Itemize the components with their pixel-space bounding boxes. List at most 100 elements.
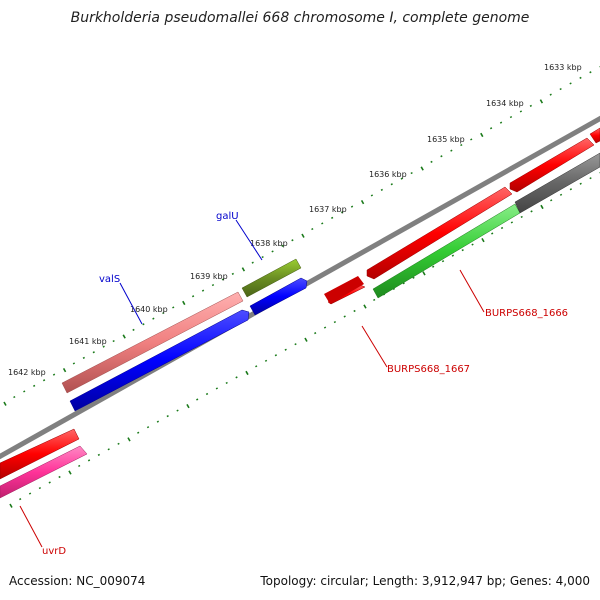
kbp-label-1636: 1636 kbp <box>369 170 407 179</box>
feature-vals[interactable] <box>61 291 244 394</box>
minor-tick <box>87 459 91 462</box>
feature-gray[interactable] <box>514 152 600 214</box>
feature-burps668-1666[interactable] <box>366 186 513 280</box>
minor-tick <box>350 205 354 208</box>
minor-tick <box>13 395 16 399</box>
minor-tick <box>201 289 205 292</box>
minor-tick <box>569 188 573 191</box>
leader-uvrd <box>19 505 43 548</box>
minor-tick <box>142 323 145 326</box>
minor-tick <box>510 221 514 224</box>
gene-label-galu[interactable]: galU <box>216 211 239 222</box>
minor-tick <box>519 110 523 113</box>
major-tick <box>422 271 426 276</box>
minor-tick <box>23 390 26 393</box>
feature-burps668-1667-body[interactable] <box>324 276 364 304</box>
minor-tick <box>491 232 494 235</box>
minor-tick <box>430 160 433 163</box>
minor-tick <box>500 226 504 230</box>
minor-tick <box>211 283 215 287</box>
minor-tick <box>215 387 219 390</box>
minor-tick <box>370 194 374 197</box>
kbp-label-1640: 1640 kbp <box>130 305 168 314</box>
minor-tick <box>271 250 274 253</box>
major-tick <box>127 437 131 442</box>
major-tick <box>360 200 365 205</box>
major-tick <box>301 233 305 238</box>
major-tick <box>62 368 67 373</box>
major-tick <box>245 370 249 376</box>
minor-tick <box>72 362 76 365</box>
major-tick <box>304 337 308 342</box>
minor-tick <box>102 345 105 348</box>
major-tick <box>186 404 190 409</box>
major-tick <box>540 204 544 210</box>
minor-tick <box>42 379 46 382</box>
feature-red-upper-1[interactable] <box>509 137 595 193</box>
leader-burps668-1667 <box>361 325 388 368</box>
minor-tick <box>82 356 85 359</box>
kbp-label-1638: 1638 kbp <box>250 239 288 248</box>
kbp-label-1642: 1642 kbp <box>8 368 46 377</box>
feature-blue-long[interactable] <box>69 309 250 412</box>
kbp-label-1634: 1634 kbp <box>486 99 524 108</box>
minor-tick <box>132 328 135 331</box>
minor-tick <box>321 222 324 225</box>
minor-tick <box>38 486 42 490</box>
gene-label-vals[interactable]: valS <box>99 274 120 285</box>
minor-tick <box>117 442 120 445</box>
kbp-labels: 1633 kbp 1634 kbp 1635 kbp 1636 kbp 1637… <box>8 63 582 377</box>
minor-tick <box>191 295 195 298</box>
genome-summary-text: Topology: circular; Length: 3,912,947 bp… <box>260 574 590 588</box>
minor-tick <box>589 177 592 180</box>
feature-blue-short[interactable] <box>249 277 308 316</box>
gene-label-burps668-1666[interactable]: BURPS668_1666 <box>485 308 568 319</box>
feature-galu[interactable] <box>241 258 302 298</box>
major-tick <box>241 267 246 272</box>
minor-tick <box>323 326 327 329</box>
gene-labels: galU valS BURPS668_1666 BURPS668_1667 uv… <box>42 211 568 557</box>
feature-uvrd[interactable] <box>0 428 80 480</box>
kbp-label-1635: 1635 kbp <box>427 135 465 144</box>
minor-tick <box>529 104 532 107</box>
minor-tick <box>58 475 61 479</box>
major-tick <box>539 99 544 104</box>
reverse-strand-features <box>0 152 600 499</box>
gene-label-uvrd[interactable]: uvrD <box>42 546 66 557</box>
major-tick <box>420 166 424 171</box>
minor-tick <box>373 298 376 302</box>
minor-tick <box>499 121 503 124</box>
minor-tick <box>146 426 150 429</box>
minor-tick <box>450 149 453 152</box>
minor-tick <box>52 373 56 376</box>
feature-green[interactable] <box>372 203 521 299</box>
kbp-label-1641: 1641 kbp <box>69 337 107 346</box>
minor-tick <box>19 498 22 501</box>
feature-magenta[interactable] <box>0 445 88 499</box>
forward-strand-features <box>0 127 600 480</box>
minor-tick <box>340 211 344 214</box>
minor-tick <box>380 188 383 191</box>
minor-tick <box>221 278 225 281</box>
minor-tick <box>331 216 334 219</box>
minor-tick <box>205 392 209 396</box>
kbp-label-1637: 1637 kbp <box>309 205 347 214</box>
minor-tick <box>410 171 413 175</box>
gene-label-burps668-1667[interactable]: BURPS668_1667 <box>387 364 470 375</box>
minor-tick <box>255 365 258 368</box>
feature-red-edge[interactable] <box>589 127 600 144</box>
minor-tick <box>33 384 36 387</box>
minor-tick <box>172 306 175 309</box>
minor-tick <box>471 243 474 246</box>
minor-tick <box>509 115 513 119</box>
minor-tick <box>489 127 493 130</box>
outer-tick-ring <box>3 66 600 406</box>
minor-tick <box>281 244 284 247</box>
minor-tick <box>112 339 115 343</box>
minor-tick <box>470 138 473 141</box>
minor-tick <box>569 82 572 85</box>
minor-tick <box>92 351 95 354</box>
minor-tick <box>97 453 101 456</box>
minor-tick <box>314 332 317 335</box>
